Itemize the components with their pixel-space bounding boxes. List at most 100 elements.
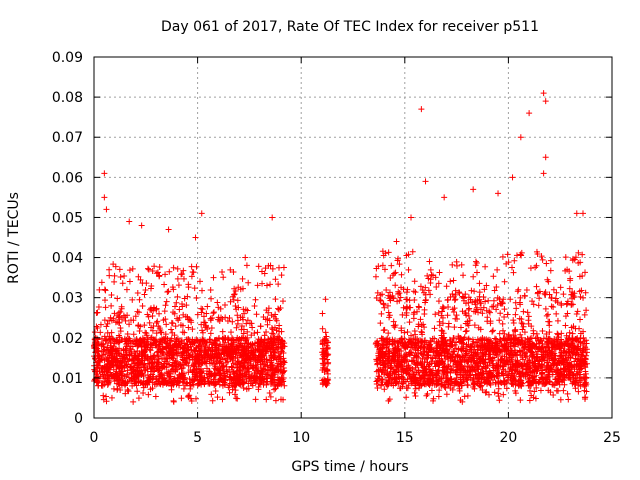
- data-point: [162, 302, 169, 309]
- data-point: [110, 366, 117, 373]
- data-point: [208, 295, 215, 302]
- data-point: [255, 386, 262, 393]
- data-point: [102, 287, 109, 294]
- data-point: [533, 248, 540, 255]
- data-point: [176, 306, 183, 313]
- data-point: [144, 311, 151, 318]
- data-point: [322, 296, 329, 303]
- data-point: [239, 357, 246, 364]
- data-points: [91, 90, 591, 405]
- data-point: [108, 292, 115, 299]
- data-point: [103, 336, 110, 343]
- data-point: [519, 320, 526, 327]
- data-point: [121, 273, 128, 280]
- data-point: [161, 336, 168, 343]
- data-point: [124, 312, 131, 319]
- y-tick-label: 0: [74, 411, 83, 427]
- data-point: [566, 329, 573, 336]
- data-point: [323, 350, 330, 357]
- data-point: [164, 288, 171, 295]
- data-point: [381, 386, 388, 393]
- data-point: [92, 356, 99, 363]
- data-point: [214, 355, 221, 362]
- data-point: [206, 380, 213, 387]
- data-point: [386, 396, 393, 403]
- data-point: [95, 358, 102, 365]
- data-point: [180, 345, 187, 352]
- data-point: [118, 353, 125, 360]
- data-point: [263, 282, 270, 289]
- data-point: [114, 295, 121, 302]
- data-point: [125, 337, 132, 344]
- data-point: [422, 284, 429, 291]
- data-point: [254, 329, 261, 336]
- data-point: [94, 309, 101, 316]
- data-point: [183, 302, 190, 309]
- data-point: [125, 374, 132, 381]
- data-point: [201, 353, 208, 360]
- data-point: [260, 365, 267, 372]
- data-point: [176, 382, 183, 389]
- data-point: [123, 286, 130, 293]
- data-point: [194, 358, 201, 365]
- data-point: [165, 372, 172, 379]
- data-point: [104, 355, 111, 362]
- data-point: [131, 377, 138, 384]
- data-point: [180, 311, 187, 318]
- data-point: [184, 293, 191, 300]
- data-point: [232, 355, 239, 362]
- data-point: [241, 310, 248, 317]
- data-point: [207, 330, 214, 337]
- data-point: [107, 369, 114, 376]
- data-point: [160, 317, 167, 324]
- data-point: [482, 298, 489, 305]
- data-point: [169, 284, 176, 291]
- data-point: [222, 355, 229, 362]
- data-point: [142, 287, 149, 294]
- data-point: [487, 320, 494, 327]
- data-point: [275, 377, 282, 384]
- data-point: [259, 280, 266, 287]
- data-point: [160, 351, 167, 358]
- data-point: [322, 378, 329, 385]
- data-point: [235, 378, 242, 385]
- data-point: [116, 371, 123, 378]
- data-point: [105, 379, 112, 386]
- data-point: [210, 274, 217, 281]
- data-point: [115, 350, 122, 357]
- data-point: [244, 317, 251, 324]
- data-point: [174, 275, 181, 282]
- data-point: [255, 263, 262, 270]
- data-point: [149, 313, 156, 320]
- data-point: [203, 370, 210, 377]
- data-point: [221, 301, 228, 308]
- data-point: [171, 380, 178, 387]
- data-point: [319, 325, 326, 332]
- data-point: [159, 348, 166, 355]
- data-point: [182, 358, 189, 365]
- data-point: [526, 397, 533, 404]
- data-point: [162, 356, 169, 363]
- data-point: [134, 388, 141, 395]
- data-point: [258, 336, 265, 343]
- data-point: [174, 335, 181, 342]
- data-point: [108, 302, 115, 309]
- data-point: [251, 302, 258, 309]
- data-point: [154, 359, 161, 366]
- data-point: [426, 258, 433, 265]
- data-point: [240, 362, 247, 369]
- data-point: [436, 269, 443, 276]
- data-point: [260, 313, 267, 320]
- data-point: [458, 261, 465, 268]
- data-point: [173, 336, 180, 343]
- data-point: [180, 379, 187, 386]
- y-tick-label: 0.03: [52, 291, 83, 307]
- data-point: [115, 314, 122, 321]
- data-point: [150, 340, 157, 347]
- data-point: [153, 381, 160, 388]
- data-point: [275, 264, 282, 271]
- data-point: [228, 363, 235, 370]
- data-point: [243, 262, 250, 269]
- data-point: [103, 323, 110, 330]
